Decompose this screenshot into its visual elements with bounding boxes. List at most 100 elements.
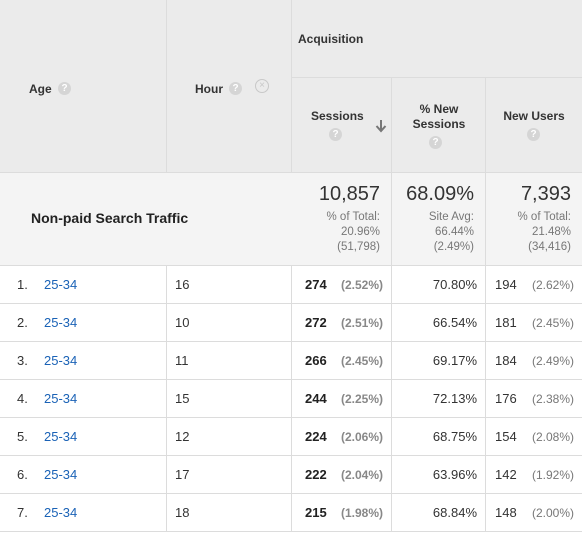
sessions-percent: (2.06%) bbox=[340, 430, 383, 444]
age-help-icon[interactable]: ? bbox=[58, 82, 71, 95]
hour-column-header[interactable]: Hour ? × bbox=[167, 0, 292, 173]
row-number: 1. bbox=[17, 277, 28, 292]
age-cell: 6. 25-34 bbox=[0, 456, 167, 494]
pct-new-sessions-value: 68.75% bbox=[432, 429, 477, 444]
pct-new-sessions-help-icon[interactable]: ? bbox=[429, 136, 442, 149]
sort-descending-icon[interactable] bbox=[375, 119, 387, 133]
row-number: 6. bbox=[17, 467, 28, 482]
new-users-value: 176 bbox=[495, 391, 517, 406]
pct-new-sessions-value: 70.80% bbox=[432, 277, 477, 292]
new-users-value: 154 bbox=[495, 429, 517, 444]
pct-new-sessions-header-line2: Sessions bbox=[412, 117, 466, 131]
sessions-value: 222 bbox=[305, 467, 327, 482]
hour-cell: 15 bbox=[167, 380, 292, 418]
sessions-value: 244 bbox=[305, 391, 327, 406]
sessions-value: 224 bbox=[305, 429, 327, 444]
sessions-percent: (2.04%) bbox=[340, 468, 383, 482]
sessions-column-header[interactable]: Sessions ? bbox=[292, 78, 392, 173]
pct-new-sessions-value: 72.13% bbox=[432, 391, 477, 406]
new-users-cell: 176 (2.38%) bbox=[486, 380, 582, 418]
hour-value: 12 bbox=[175, 429, 190, 444]
hour-cell: 17 bbox=[167, 456, 292, 494]
sessions-value: 274 bbox=[305, 277, 327, 292]
new-users-value: 142 bbox=[495, 467, 517, 482]
pct-new-sessions-cell: 70.80% bbox=[392, 266, 486, 304]
row-number: 4. bbox=[17, 391, 28, 406]
segment-label: Non-paid Search Traffic bbox=[31, 210, 189, 226]
age-link[interactable]: 25-34 bbox=[44, 429, 78, 444]
age-column-header[interactable]: Age ? bbox=[0, 0, 167, 173]
sessions-cell: 215 (1.98%) bbox=[292, 494, 392, 532]
pct-new-sessions-value: 66.54% bbox=[432, 315, 477, 330]
pct-new-sessions-cell: 72.13% bbox=[392, 380, 486, 418]
hour-cell: 10 bbox=[167, 304, 292, 342]
new-users-total-pct: 21.48% bbox=[531, 226, 571, 238]
pct-new-sessions-value: 69.17% bbox=[432, 353, 477, 368]
sessions-percent: (2.25%) bbox=[340, 392, 383, 406]
row-number: 7. bbox=[17, 505, 28, 520]
sessions-value: 272 bbox=[305, 315, 327, 330]
sessions-total-pct: 20.96% bbox=[340, 226, 380, 238]
site-avg-caption: Site Avg: bbox=[428, 211, 474, 223]
age-cell: 4. 25-34 bbox=[0, 380, 167, 418]
hour-cell: 12 bbox=[167, 418, 292, 456]
pct-new-sessions-value: 68.84% bbox=[432, 505, 477, 520]
sessions-cell: 266 (2.45%) bbox=[292, 342, 392, 380]
pct-new-sessions-summary-cell: 68.09% Site Avg: 66.44% (2.49%) bbox=[392, 173, 486, 266]
new-users-percent: (2.62%) bbox=[531, 278, 574, 292]
new-users-percent: (2.45%) bbox=[531, 316, 574, 330]
hour-help-icon[interactable]: ? bbox=[229, 82, 242, 95]
age-link[interactable]: 25-34 bbox=[44, 467, 78, 482]
acquisition-label: Acquisition bbox=[298, 32, 364, 46]
age-cell: 1. 25-34 bbox=[0, 266, 167, 304]
sessions-value: 215 bbox=[305, 505, 327, 520]
site-avg-difference: (2.49%) bbox=[433, 241, 474, 253]
new-users-help-icon[interactable]: ? bbox=[527, 128, 540, 141]
new-users-header-label: New Users bbox=[503, 109, 565, 123]
sessions-percent: (1.98%) bbox=[340, 506, 383, 520]
pct-new-sessions-cell: 63.96% bbox=[392, 456, 486, 494]
age-link[interactable]: 25-34 bbox=[44, 391, 78, 406]
pct-new-sessions-cell: 66.54% bbox=[392, 304, 486, 342]
pct-new-sessions-header-line1: % New bbox=[419, 102, 459, 116]
site-avg-value: 66.44% bbox=[434, 226, 474, 238]
acquisition-group-header: Acquisition bbox=[292, 0, 582, 78]
pct-new-sessions-cell: 68.84% bbox=[392, 494, 486, 532]
new-users-summary-cell: 7,393 % of Total: 21.48% (34,416) bbox=[486, 173, 582, 266]
age-link[interactable]: 25-34 bbox=[44, 505, 78, 520]
hour-header-label: Hour bbox=[195, 82, 223, 96]
age-header-label: Age bbox=[29, 82, 52, 96]
hour-cell: 11 bbox=[167, 342, 292, 380]
age-cell: 3. 25-34 bbox=[0, 342, 167, 380]
new-users-percent: (2.00%) bbox=[531, 506, 574, 520]
new-users-cell: 184 (2.49%) bbox=[486, 342, 582, 380]
sessions-cell: 244 (2.25%) bbox=[292, 380, 392, 418]
row-number: 5. bbox=[17, 429, 28, 444]
pct-new-sessions-cell: 68.75% bbox=[392, 418, 486, 456]
age-link[interactable]: 25-34 bbox=[44, 315, 78, 330]
age-cell: 5. 25-34 bbox=[0, 418, 167, 456]
sessions-help-icon[interactable]: ? bbox=[329, 128, 342, 141]
segment-summary-label-cell: Non-paid Search Traffic bbox=[0, 173, 292, 266]
sessions-total: 10,857 bbox=[318, 183, 380, 205]
new-users-cell: 142 (1.92%) bbox=[486, 456, 582, 494]
new-users-percent: (2.49%) bbox=[531, 354, 574, 368]
hour-value: 16 bbox=[175, 277, 190, 292]
age-link[interactable]: 25-34 bbox=[44, 353, 78, 368]
pct-new-sessions-column-header[interactable]: % New Sessions ? bbox=[392, 78, 486, 173]
age-cell: 2. 25-34 bbox=[0, 304, 167, 342]
hour-cell: 18 bbox=[167, 494, 292, 532]
pct-new-sessions-value: 63.96% bbox=[432, 467, 477, 482]
age-link[interactable]: 25-34 bbox=[44, 277, 78, 292]
remove-dimension-icon[interactable]: × bbox=[255, 79, 269, 93]
new-users-cell: 181 (2.45%) bbox=[486, 304, 582, 342]
sessions-percent: (2.45%) bbox=[340, 354, 383, 368]
new-users-total-caption: % of Total: bbox=[517, 211, 572, 223]
hour-cell: 16 bbox=[167, 266, 292, 304]
row-number: 2. bbox=[17, 315, 28, 330]
new-users-cell: 194 (2.62%) bbox=[486, 266, 582, 304]
sessions-cell: 274 (2.52%) bbox=[292, 266, 392, 304]
new-users-total: 7,393 bbox=[520, 183, 571, 205]
new-users-column-header[interactable]: New Users ? bbox=[486, 78, 582, 173]
